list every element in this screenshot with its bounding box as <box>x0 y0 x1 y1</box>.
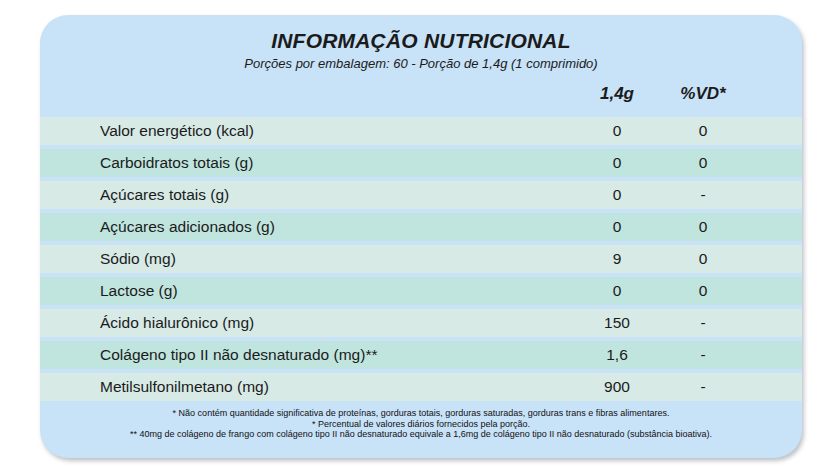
nutrient-vd-value: - <box>663 314 743 332</box>
column-header-amount: 1,4g <box>577 84 657 104</box>
nutrient-vd-value: - <box>663 378 743 396</box>
nutrient-name: Sódio (mg) <box>40 250 176 268</box>
nutrient-name: Ácido hialurônico (mg) <box>40 314 254 332</box>
column-header-vd: %VD* <box>663 84 743 104</box>
table-row: Açúcares totais (g) 0 - <box>40 181 802 209</box>
nutrient-name: Açúcares adicionados (g) <box>40 218 275 236</box>
nutrient-vd-value: 0 <box>663 218 743 236</box>
nutrient-amount-value: 0 <box>577 218 657 236</box>
table-row: Colágeno tipo II não desnaturado (mg)** … <box>40 341 802 369</box>
footnote-percent-daily-values: * Percentual de valores diários fornecid… <box>40 419 802 430</box>
nutrient-table: Valor energético (kcal) 0 0 Carboidratos… <box>40 117 802 401</box>
nutrient-name: Valor energético (kcal) <box>40 122 254 140</box>
nutrient-vd-value: 0 <box>663 282 743 300</box>
nutrient-name: Metilsulfonilmetano (mg) <box>40 378 269 396</box>
table-row: Valor energético (kcal) 0 0 <box>40 117 802 145</box>
nutrient-amount-value: 0 <box>577 186 657 204</box>
nutrient-vd-value: 0 <box>663 154 743 172</box>
footnotes: * Não contém quantidade significativa de… <box>40 408 802 440</box>
table-row: Lactose (g) 0 0 <box>40 277 802 305</box>
serving-info: Porções por embalagem: 60 - Porção de 1,… <box>40 56 802 72</box>
footnote-collagen-equivalence: ** 40mg de colágeno de frango com coláge… <box>40 429 802 440</box>
nutrient-vd-value: 0 <box>663 250 743 268</box>
table-row: Metilsulfonilmetano (mg) 900 - <box>40 373 802 401</box>
nutrient-name: Lactose (g) <box>40 282 178 300</box>
nutrition-title: INFORMAÇÃO NUTRICIONAL <box>40 29 802 53</box>
nutrient-amount-value: 900 <box>577 378 657 396</box>
nutrient-name: Colágeno tipo II não desnaturado (mg)** <box>40 346 377 364</box>
nutrient-amount-value: 1,6 <box>577 346 657 364</box>
table-row: Ácido hialurônico (mg) 150 - <box>40 309 802 337</box>
footnote-no-significant-amounts: * Não contém quantidade significativa de… <box>40 408 802 419</box>
column-headers: 1,4g %VD* <box>40 84 802 106</box>
nutrient-amount-value: 0 <box>577 154 657 172</box>
nutrient-vd-value: - <box>663 346 743 364</box>
nutrient-name: Açúcares totais (g) <box>40 186 229 204</box>
nutrient-vd-value: - <box>663 186 743 204</box>
table-row: Carboidratos totais (g) 0 0 <box>40 149 802 177</box>
table-row: Sódio (mg) 9 0 <box>40 245 802 273</box>
nutrient-vd-value: 0 <box>663 122 743 140</box>
table-row: Açúcares adicionados (g) 0 0 <box>40 213 802 241</box>
nutrition-label-card: INFORMAÇÃO NUTRICIONAL Porções por embal… <box>40 15 802 458</box>
nutrient-name: Carboidratos totais (g) <box>40 154 253 172</box>
nutrient-amount-value: 0 <box>577 122 657 140</box>
nutrient-amount-value: 9 <box>577 250 657 268</box>
nutrient-amount-value: 150 <box>577 314 657 332</box>
nutrient-amount-value: 0 <box>577 282 657 300</box>
